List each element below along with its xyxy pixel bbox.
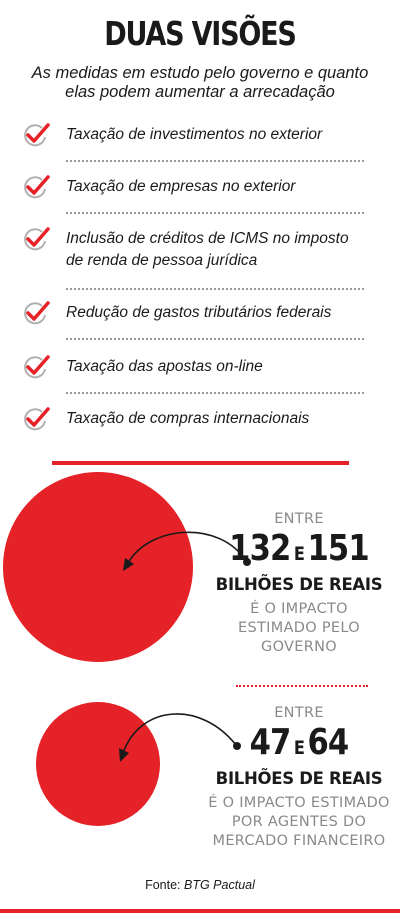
government-conj: E (293, 543, 305, 565)
market-arrow-dot (233, 742, 241, 750)
source-label: Fonte: (145, 878, 181, 892)
measure-label: Inclusão de créditos de ICMS no imposto d… (66, 228, 366, 272)
subtitle: As medidas em estudo pelo governo e quan… (0, 64, 400, 102)
market-arrow (122, 713, 237, 754)
check-icon (24, 301, 50, 325)
market-desc-2: POR AGENTES DO (231, 814, 367, 830)
check-icon (24, 175, 50, 199)
market-conj: E (293, 737, 305, 759)
page-title: DUAS VISÕES (104, 14, 297, 53)
measure-divider (66, 338, 364, 340)
government-desc-3: GOVERNO (261, 639, 337, 655)
measure-label: Taxação de investimentos no exterior (66, 124, 366, 146)
measure-label: Taxação das apostas on-line (66, 356, 366, 378)
market-range: 47 E64 (218, 723, 380, 768)
measure-label: Redução de gastos tributários federais (66, 302, 366, 324)
source-note: Fonte: BTG Pactual (0, 878, 400, 892)
measure-label: Taxação de empresas no exterior (66, 176, 366, 198)
government-arrow-dot (243, 558, 251, 566)
government-high: 151 (307, 528, 369, 569)
bottom-rule (0, 909, 400, 913)
government-unit: BILHÕES DE REAIS (215, 575, 383, 594)
government-range: 132 E151 (218, 529, 380, 574)
measure-label-line-1: Redução de gastos tributários federais (66, 304, 332, 321)
market-low: 47 (249, 722, 292, 763)
market-desc-1: É O IMPACTO ESTIMADO (208, 795, 390, 811)
market-bubble (36, 702, 160, 826)
estimate-divider (236, 685, 368, 687)
measure-label-line-1: Taxação das apostas on-line (66, 358, 263, 375)
market-arrowhead (119, 748, 129, 762)
market-entre: ENTRE (274, 705, 324, 721)
government-estimate: ENTRE 132 E151 BILHÕES DE REAIS É O IMPAC… (204, 510, 394, 657)
measure-label-line-1: Taxação de compras internacionais (66, 410, 310, 427)
measure-divider (66, 288, 364, 290)
source-name: BTG Pactual (184, 878, 255, 892)
measure-label: Taxação de compras internacionais (66, 408, 366, 430)
measure-divider (66, 160, 364, 162)
government-bubble (3, 472, 193, 662)
subtitle-line-2: elas podem aumentar a arrecadação (65, 83, 335, 101)
government-desc-1: É O IMPACTO (250, 601, 348, 617)
market-high: 64 (307, 722, 349, 763)
check-icon (24, 355, 50, 379)
check-icon (24, 123, 50, 147)
measure-divider (66, 212, 364, 214)
check-icon (24, 407, 50, 431)
check-icon (24, 227, 50, 251)
section-divider (52, 461, 349, 465)
government-entre: ENTRE (274, 511, 324, 527)
government-arrow (127, 531, 247, 564)
government-low: 132 (229, 528, 291, 569)
market-unit: BILHÕES DE REAIS (215, 769, 383, 788)
government-desc-2: ESTIMADO PELO (238, 620, 360, 636)
measure-label-line-1: Inclusão de créditos de ICMS no imposto (66, 230, 349, 247)
measure-label-line-1: Taxação de investimentos no exterior (66, 126, 323, 143)
market-desc-3: MERCADO FINANCEIRO (212, 833, 386, 849)
subtitle-line-1: As medidas em estudo pelo governo e quan… (31, 64, 369, 82)
measure-divider (66, 392, 364, 394)
measure-label-line-2: de renda de pessoa jurídica (66, 252, 258, 269)
measure-label-line-1: Taxação de empresas no exterior (66, 178, 296, 195)
government-arrowhead (123, 558, 134, 571)
market-estimate: ENTRE 47 E64 BILHÕES DE REAIS É O IMPACTO… (204, 704, 394, 851)
